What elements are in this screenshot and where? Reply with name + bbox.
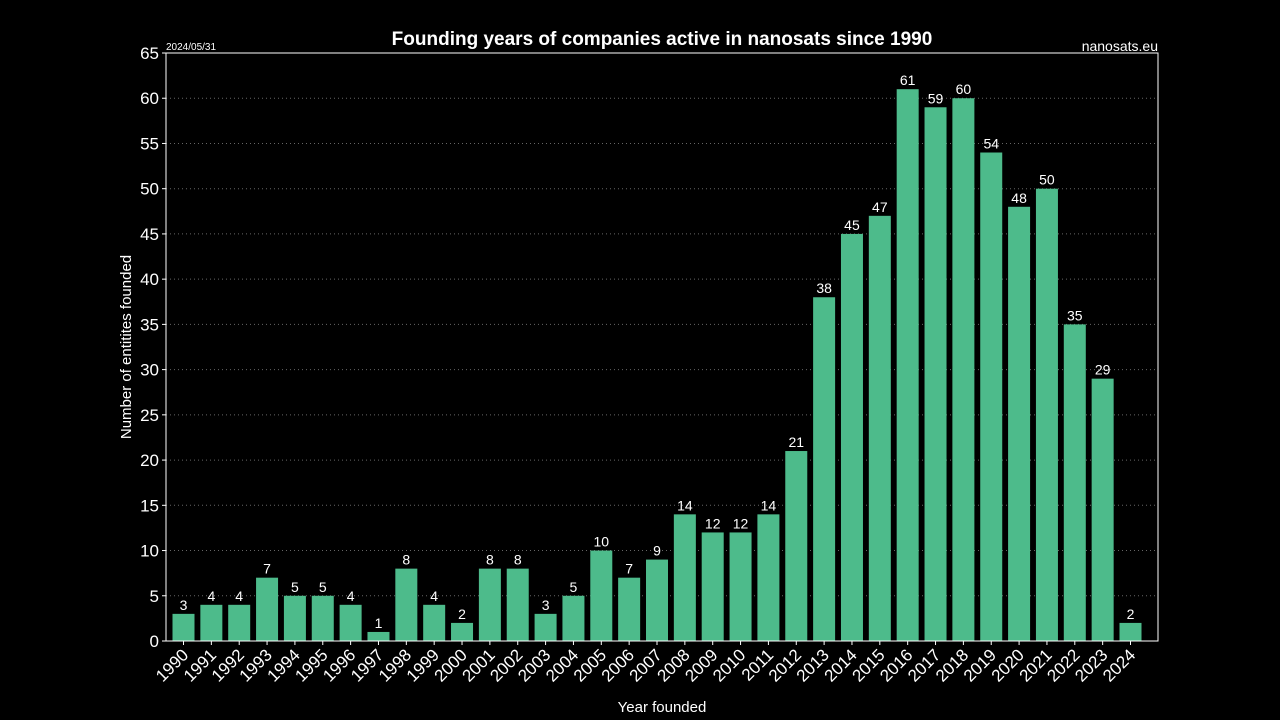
bar-value-label: 14 [677, 497, 693, 513]
bar-value-label: 4 [207, 588, 215, 604]
y-tick-label: 15 [140, 496, 159, 515]
bar-1993 [256, 577, 279, 641]
bar-1992 [228, 604, 251, 641]
y-tick-label: 45 [140, 225, 159, 244]
bar-value-label: 21 [788, 434, 804, 450]
y-tick-label: 40 [140, 270, 159, 289]
bar-1997 [367, 631, 390, 641]
bar-1990 [172, 613, 195, 641]
bar-value-label: 12 [705, 515, 721, 531]
bar-value-label: 2 [1127, 606, 1135, 622]
bar-2005 [590, 550, 613, 641]
plot-frame [165, 52, 1159, 642]
y-tick-label: 50 [140, 180, 159, 199]
date-stamp: 2024/05/31 [166, 42, 216, 53]
source-label: nanosats.eu [1082, 38, 1158, 54]
y-tick-label: 10 [140, 542, 159, 561]
bar-2022 [1063, 324, 1086, 641]
bar-value-label: 4 [430, 588, 438, 604]
bar-value-label: 10 [594, 534, 610, 550]
bar-2003 [534, 613, 557, 641]
bar-value-label: 35 [1067, 307, 1083, 323]
bar-1998 [395, 568, 418, 641]
bar-value-label: 8 [402, 552, 410, 568]
bar-value-label: 4 [347, 588, 355, 604]
y-tick-label: 60 [140, 89, 159, 108]
bar-value-label: 48 [1011, 190, 1027, 206]
y-tick-label: 20 [140, 451, 159, 470]
bar-value-label: 50 [1039, 172, 1055, 188]
bar-value-label: 8 [486, 552, 494, 568]
bar-value-label: 5 [291, 579, 299, 595]
bar-2001 [478, 568, 501, 641]
bar-2021 [1035, 188, 1058, 641]
bar-1991 [200, 604, 223, 641]
bar-value-label: 5 [570, 579, 578, 595]
bar-value-label: 54 [983, 136, 999, 152]
bar-value-label: 14 [761, 497, 777, 513]
bar-2007 [646, 559, 668, 641]
bar-2010 [729, 532, 752, 641]
bar-value-label: 45 [844, 217, 860, 233]
bar-2006 [618, 577, 641, 641]
bar-value-label: 7 [625, 561, 633, 577]
bar-value-label: 2 [458, 606, 466, 622]
bar-value-label: 12 [733, 515, 749, 531]
x-axis-label: Year founded [618, 699, 707, 716]
chart-title: Founding years of companies active in na… [392, 29, 933, 50]
bar-value-label: 29 [1095, 362, 1111, 378]
y-axis-label: Number of entitites founded [118, 255, 135, 439]
y-tick-label: 30 [140, 361, 159, 380]
bar-2020 [1008, 206, 1031, 642]
bar-value-label: 59 [928, 90, 944, 106]
bar-2023 [1091, 378, 1114, 641]
bar-value-label: 8 [514, 552, 522, 568]
y-tick-label: 55 [140, 134, 159, 153]
bar-1994 [283, 595, 306, 641]
bar-2016 [896, 89, 919, 641]
bar-value-label: 47 [872, 199, 888, 215]
bar-2013 [813, 297, 836, 641]
bar-2002 [506, 568, 529, 641]
y-tick-label: 0 [150, 632, 159, 651]
bar-1999 [423, 604, 446, 641]
bar-2024 [1119, 622, 1142, 641]
bar-2014 [840, 233, 863, 641]
bar-2011 [757, 514, 780, 641]
bar-value-label: 7 [263, 561, 271, 577]
bar-1995 [311, 595, 334, 641]
bar-2000 [451, 622, 474, 641]
bar-2009 [701, 532, 724, 641]
bars [172, 89, 1142, 642]
bar-2018 [952, 98, 975, 641]
bar-value-label: 1 [375, 615, 383, 631]
bar-value-label: 9 [653, 543, 661, 559]
y-tick-label: 65 [140, 44, 159, 63]
bar-2004 [562, 595, 585, 641]
y-tick-label: 25 [140, 406, 159, 425]
bar-value-label: 38 [816, 280, 832, 296]
bar-value-label: 3 [180, 597, 188, 613]
bar-2012 [785, 451, 808, 641]
y-axis-ticks: 0 5 10 15 20 25 30 35 40 45 50 55 60 65 [140, 44, 166, 651]
bar-value-label: 5 [319, 579, 327, 595]
bar-2017 [924, 107, 947, 642]
bar-1996 [339, 604, 362, 641]
bar-value-label: 61 [900, 72, 916, 88]
bar-2015 [868, 215, 891, 642]
bar-value-label: 4 [235, 588, 243, 604]
bar-value-label: 60 [956, 81, 972, 97]
bar-value-label: 3 [542, 597, 550, 613]
y-tick-label: 35 [140, 315, 159, 334]
y-tick-label: 5 [150, 587, 159, 606]
bar-2008 [673, 514, 696, 641]
bar-2019 [980, 152, 1003, 641]
